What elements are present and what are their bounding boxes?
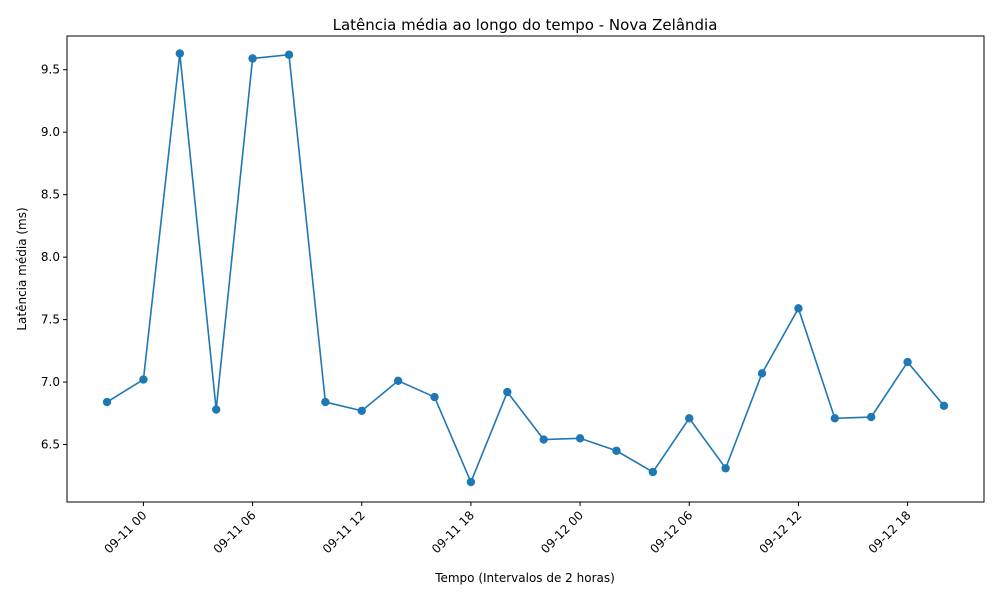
plot-area — [102, 49, 949, 487]
data-point — [430, 392, 439, 402]
data-point — [321, 397, 330, 407]
x-tick-label: 09-11 00 — [101, 508, 149, 556]
y-axis: 6.5 7.0 7.5 8.0 8.5 9.0 9.5 — [41, 63, 67, 452]
data-point — [139, 375, 148, 384]
x-tick-label: 09-12 06 — [647, 508, 695, 556]
x-axis: 09-11 00 09-11 06 09-11 12 09-11 18 09-12 00… — [101, 502, 914, 556]
data-point — [357, 406, 366, 415]
x-tick-label: 09-12 12 — [756, 508, 804, 556]
data-point — [721, 464, 730, 473]
series-line — [106, 53, 945, 485]
y-axis-label: Latência média (ms) — [15, 207, 29, 330]
y-tick-label: 8.5 — [41, 188, 60, 202]
x-axis-label: Tempo (Intervalos de 2 horas) — [434, 571, 615, 585]
x-tick-label: 09-11 12 — [320, 508, 368, 556]
data-point — [866, 412, 876, 422]
data-point — [648, 467, 658, 477]
y-tick-label: 9.0 — [41, 125, 60, 139]
x-tick-label: 09-12 00 — [538, 508, 586, 556]
y-tick-label: 7.0 — [41, 375, 60, 389]
y-tick-label: 9.5 — [41, 63, 60, 77]
y-tick-label: 7.5 — [41, 313, 60, 327]
y-tick-label: 6.5 — [41, 438, 60, 452]
data-point — [284, 50, 294, 59]
data-point — [175, 49, 185, 58]
data-point — [794, 304, 803, 313]
data-point — [757, 369, 767, 378]
data-point — [102, 397, 112, 407]
data-point — [903, 357, 912, 367]
y-tick-label: 8.0 — [41, 250, 60, 264]
data-point — [393, 376, 403, 386]
plot-frame — [66, 35, 985, 503]
data-point — [503, 387, 512, 397]
data-point — [211, 405, 221, 414]
data-point — [575, 434, 585, 443]
x-tick-label: 09-12 18 — [866, 508, 914, 556]
x-tick-label: 09-11 18 — [429, 508, 477, 556]
data-point — [830, 414, 840, 423]
data-point — [685, 414, 694, 423]
data-point — [539, 435, 548, 444]
data-point — [612, 446, 621, 455]
x-tick-label: 09-11 06 — [211, 508, 259, 556]
data-point — [248, 54, 257, 63]
chart-title: Latência média ao longo do tempo - Nova … — [333, 16, 718, 34]
data-point — [466, 477, 476, 487]
data-point — [939, 401, 949, 411]
